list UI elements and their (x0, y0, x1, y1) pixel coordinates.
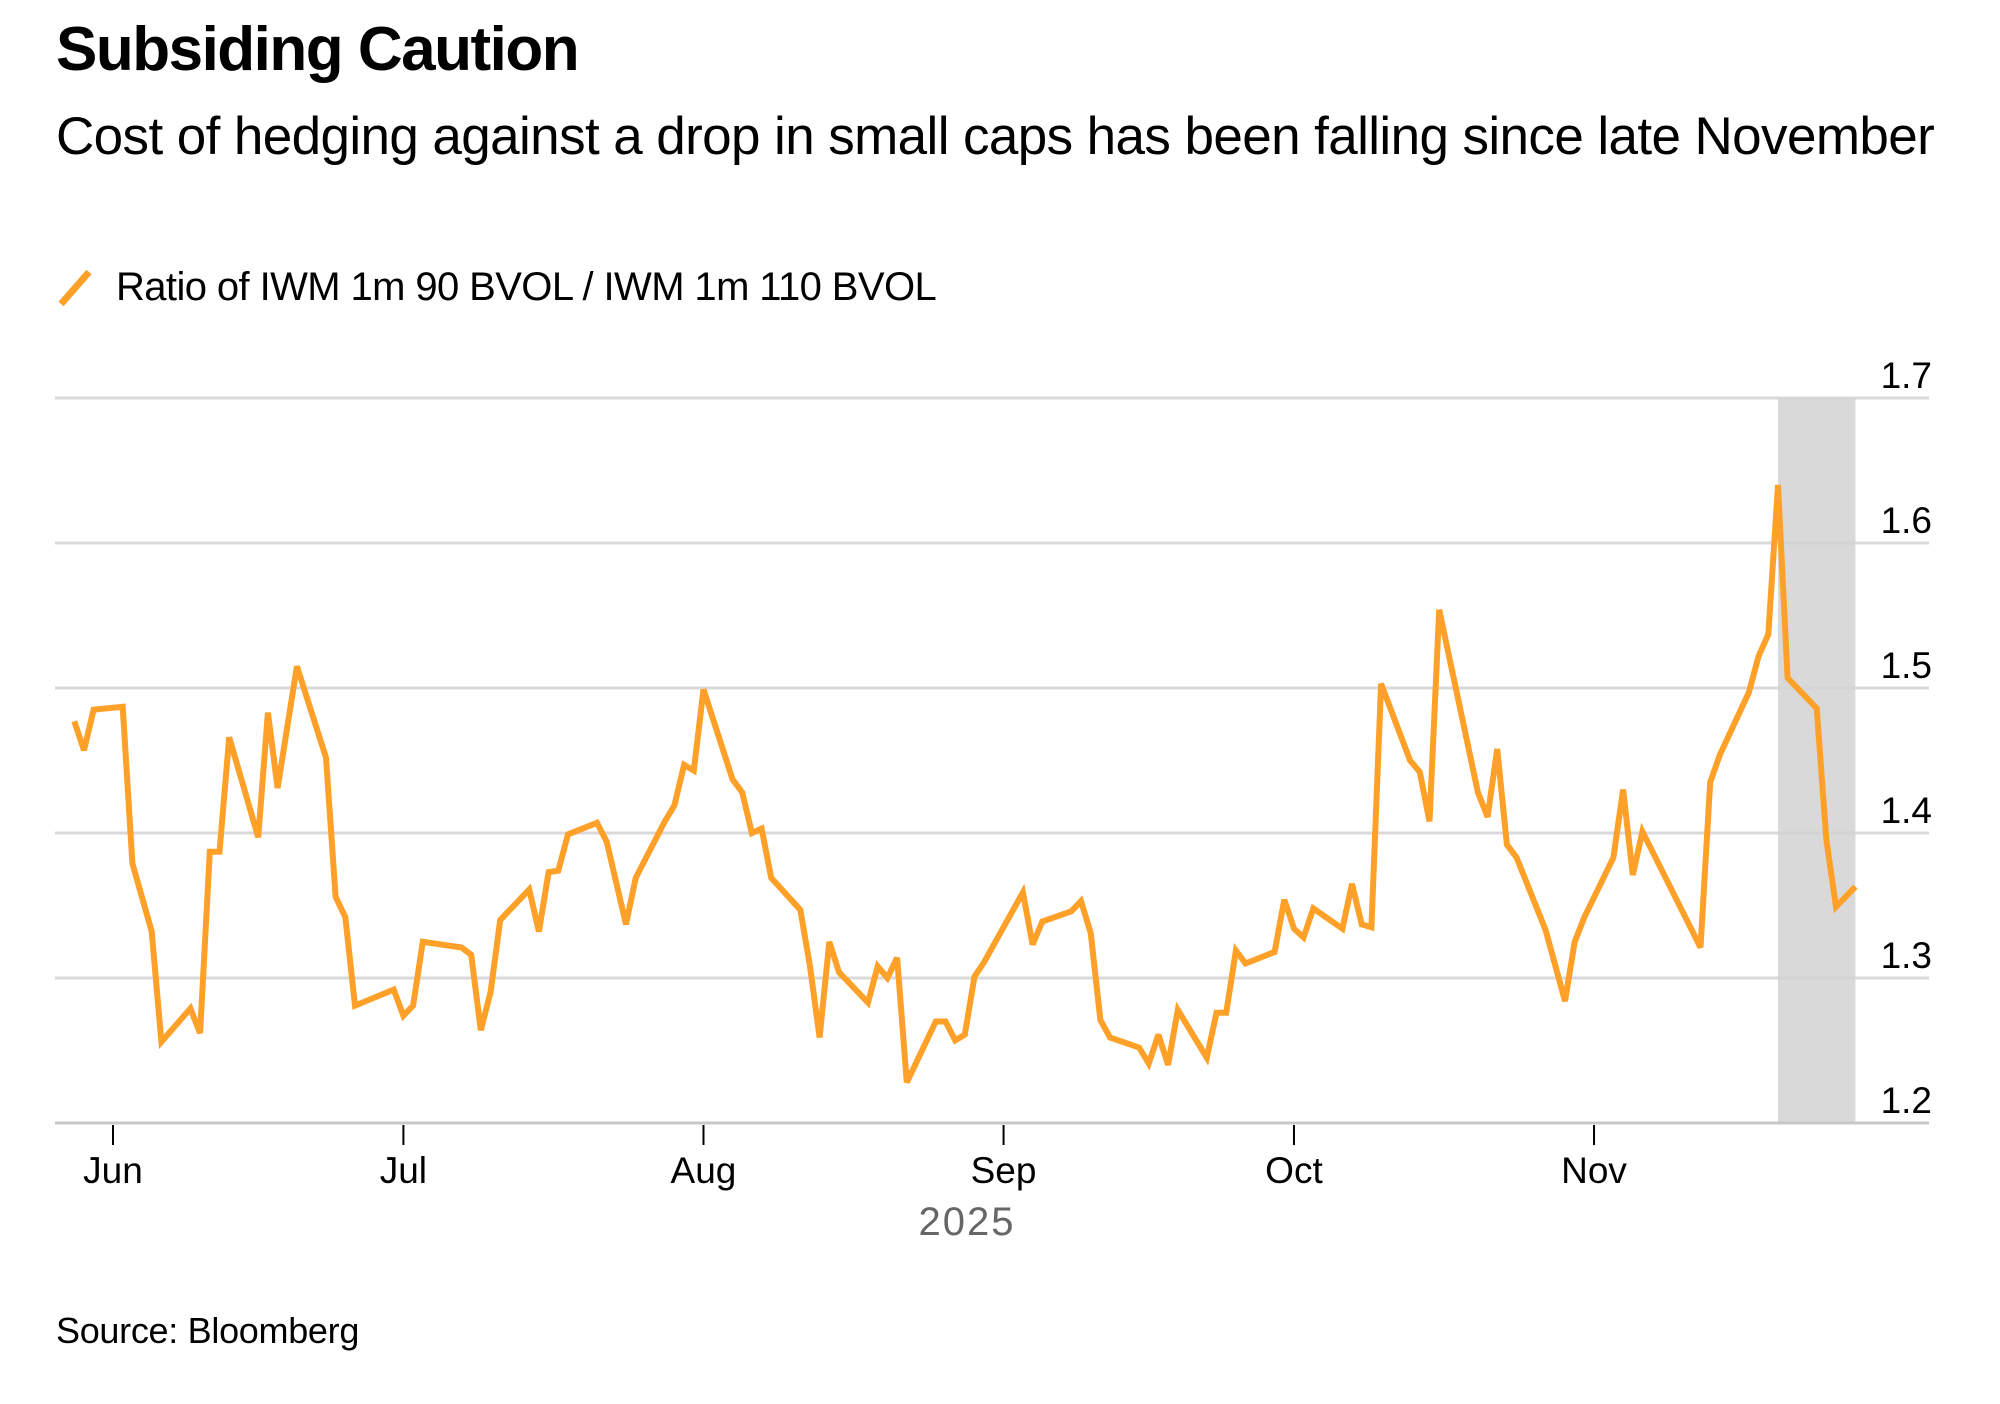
x-tick-label: Oct (1265, 1150, 1323, 1191)
line-swatch-icon (56, 265, 96, 309)
x-tick-label: Jul (380, 1150, 427, 1191)
y-tick-label: 1.7 (1881, 355, 1932, 396)
x-tick-label: Aug (671, 1150, 737, 1191)
x-axis-year-label: 2025 (919, 1200, 1016, 1244)
y-tick-label: 1.2 (1881, 1080, 1932, 1121)
x-tick-label: Nov (1561, 1150, 1627, 1191)
x-tick-label: Sep (971, 1150, 1037, 1191)
chart-subtitle: Cost of hedging against a drop in small … (56, 107, 1935, 166)
legend-label: Ratio of IWM 1m 90 BVOL / IWM 1m 110 BVO… (116, 264, 937, 309)
x-tick-label: Jun (83, 1150, 143, 1191)
source-note: Source: Bloomberg (56, 1310, 360, 1351)
y-tick-label: 1.6 (1881, 500, 1932, 541)
highlight-band (1777, 398, 1856, 1123)
chart-title: Subsiding Caution (56, 15, 580, 84)
y-tick-label: 1.4 (1881, 790, 1932, 831)
y-tick-label: 1.5 (1881, 645, 1932, 686)
legend: Ratio of IWM 1m 90 BVOL / IWM 1m 110 BVO… (56, 262, 937, 312)
y-tick-label: 1.3 (1881, 935, 1932, 976)
series-line (71, 484, 1858, 1084)
